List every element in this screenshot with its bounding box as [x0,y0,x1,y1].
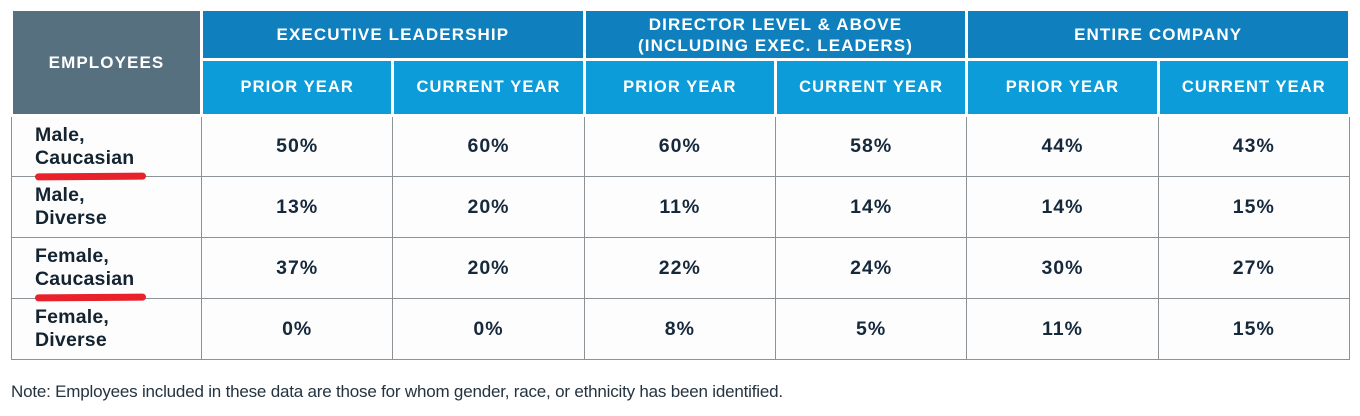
cell-value: 43% [1157,115,1351,177]
cell-value: 14% [774,176,968,238]
cell-value: 60% [583,115,776,177]
cell-value: 11% [583,176,776,238]
cell-value: 44% [966,115,1159,177]
cell-value: 50% [200,115,394,177]
cell-value: 0% [392,298,585,360]
table-row-female-diverse: Female, Diverse 0% 0% 8% 5% 11% 15% [11,298,1351,360]
cell-value: 0% [200,298,394,360]
group-header-executive-leadership: EXECUTIVE LEADERSHIP [200,8,586,61]
cell-value: 15% [1157,298,1351,360]
group-header-entire-company: ENTIRE COMPANY [965,8,1351,61]
row-label: Female, Diverse [11,298,202,360]
cell-value: 8% [583,298,776,360]
cell-value: 27% [1157,237,1351,299]
cell-value: 58% [774,115,968,177]
table-body: Male, Caucasian 50% 60% 60% 58% 44% 43% … [11,115,1351,360]
table-row-male-caucasian: Male, Caucasian 50% 60% 60% 58% 44% 43% [11,115,1351,180]
group-header-director-level: DIRECTOR LEVEL & ABOVE (INCLUDING EXEC. … [582,8,969,61]
cell-value: 13% [200,176,394,238]
subheader-company-prior-year: PRIOR YEAR [965,58,1160,117]
red-marker-underline [34,293,147,302]
employee-demographics-table: EMPLOYEES EXECUTIVE LEADERSHIP DIRECTOR … [10,8,1352,360]
table-header: EMPLOYEES EXECUTIVE LEADERSHIP DIRECTOR … [10,8,1352,117]
cell-value: 11% [966,298,1159,360]
cell-value: 15% [1157,176,1351,238]
cell-value: 37% [200,237,394,299]
row-label-line2: Diverse [35,207,107,229]
group-label-line: DIRECTOR LEVEL & ABOVE [648,14,903,34]
table-row-male-diverse: Male, Diverse 13% 20% 11% 14% 14% 15% [11,176,1351,238]
row-label-line2: Caucasian [35,268,135,290]
group-label-line: (INCLUDING EXEC. LEADERS) [638,35,913,55]
cell-value: 60% [392,115,585,177]
cell-value: 30% [966,237,1159,299]
row-label-line1: Female, [35,306,110,328]
subheader-exec-prior-year: PRIOR YEAR [199,58,395,117]
row-label-line2: Diverse [35,329,107,351]
subheader-company-current-year: CURRENT YEAR [1156,58,1352,117]
cell-value: 24% [774,237,968,299]
row-label-line1: Male, [35,184,85,206]
subheader-director-current-year: CURRENT YEAR [773,58,969,117]
cell-value: 14% [966,176,1159,238]
red-marker-underline [34,172,147,180]
row-label: Male, Caucasian [11,115,202,180]
sub-header-row: PRIOR YEAR CURRENT YEAR PRIOR YEAR CURRE… [12,58,1352,117]
subheader-exec-current-year: CURRENT YEAR [391,58,586,117]
row-header-employees: EMPLOYEES [10,8,203,117]
group-header-row: EMPLOYEES EXECUTIVE LEADERSHIP DIRECTOR … [10,8,1351,117]
group-label-line: ENTIRE COMPANY [1074,25,1243,44]
table-row-female-caucasian: Female, Caucasian 37% 20% 22% 24% 30% 27… [11,237,1351,302]
row-label-line2: Caucasian [35,146,135,169]
row-label-line1: Male, [35,123,85,146]
cell-value: 20% [392,237,585,299]
group-label-line: EXECUTIVE LEADERSHIP [276,25,510,44]
footnote: Note: Employees included in these data a… [11,382,783,401]
subheader-director-prior-year: PRIOR YEAR [582,58,777,117]
cell-value: 5% [774,298,968,360]
row-label-line1: Female, [35,245,110,267]
cell-value: 22% [583,237,776,299]
cell-value: 20% [392,176,585,238]
row-label: Female, Caucasian [11,237,202,302]
row-label: Male, Diverse [11,176,202,238]
